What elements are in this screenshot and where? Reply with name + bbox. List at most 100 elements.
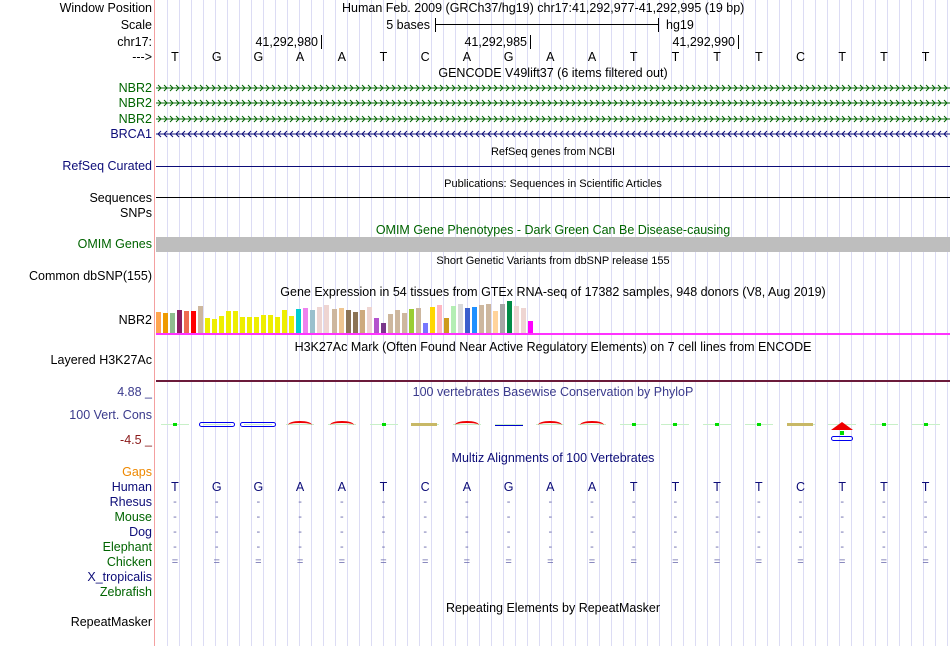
gtex-tissue-bar[interactable]: [233, 310, 239, 333]
gtex-tissue-bar[interactable]: [240, 316, 246, 333]
gtex-tissue-bar[interactable]: [226, 310, 232, 333]
gene-label-brca1[interactable]: BRCA1: [110, 126, 152, 141]
gtex-tissue-bar[interactable]: [352, 311, 358, 333]
alignment-gap: -: [798, 541, 803, 553]
gtex-tissue-bar[interactable]: [443, 317, 449, 333]
gtex-bar-chart[interactable]: [156, 300, 536, 333]
gtex-tissue-bar[interactable]: [394, 309, 400, 333]
repeatmasker-label[interactable]: RepeatMasker: [70, 615, 152, 629]
gtex-tissue-bar[interactable]: [163, 312, 169, 333]
gtex-tissue-bar[interactable]: [324, 305, 330, 333]
gtex-tissue-bar[interactable]: [275, 316, 281, 333]
species-label-elephant[interactable]: Elephant: [102, 540, 152, 554]
gtex-tissue-bar[interactable]: [471, 307, 477, 333]
gtex-tissue-bar[interactable]: [359, 309, 365, 333]
gtex-tissue-bar[interactable]: [528, 320, 534, 333]
omim-track-bar[interactable]: [156, 237, 950, 252]
gtex-tissue-bar[interactable]: [380, 323, 386, 333]
gtex-tissue-bar[interactable]: [485, 304, 491, 333]
species-label-zebrafish[interactable]: Zebrafish: [99, 585, 152, 599]
publications-track-line[interactable]: [156, 197, 950, 198]
gtex-tissue-bar[interactable]: [184, 310, 190, 333]
strand-label: --->: [132, 50, 152, 64]
snps-label[interactable]: SNPs: [120, 206, 152, 220]
publications-label[interactable]: Sequences: [89, 191, 152, 205]
refseq-label[interactable]: RefSeq Curated: [62, 159, 152, 173]
gtex-tissue-bar[interactable]: [415, 308, 421, 333]
gtex-tissue-bar[interactable]: [387, 313, 393, 333]
gtex-tissue-bar[interactable]: [177, 309, 183, 333]
gene-feature-nbr2[interactable]: [156, 83, 950, 93]
dbsnp-label[interactable]: Common dbSNP(155): [29, 269, 152, 283]
gtex-tissue-bar[interactable]: [310, 309, 316, 333]
gtex-tissue-bar[interactable]: [170, 312, 176, 333]
gene-feature-nbr2[interactable]: [156, 114, 950, 124]
gene-feature-nbr2[interactable]: [156, 98, 950, 108]
gtex-tissue-bar[interactable]: [499, 304, 505, 333]
gtex-tissue-bar[interactable]: [303, 308, 309, 333]
gtex-tissue-bar[interactable]: [205, 317, 211, 333]
gtex-tissue-bar[interactable]: [212, 318, 218, 333]
gtex-tissue-bar[interactable]: [436, 305, 442, 333]
ruler-tick: 41,292,980: [255, 35, 322, 49]
gtex-tissue-bar[interactable]: [317, 307, 323, 333]
species-label-chicken[interactable]: Chicken: [106, 555, 152, 569]
species-label-dog[interactable]: Dog: [129, 525, 152, 539]
gtex-tissue-bar[interactable]: [331, 309, 337, 333]
omim-label[interactable]: OMIM Genes: [77, 237, 152, 251]
gtex-tissue-bar[interactable]: [521, 308, 527, 333]
gtex-tissue-bar[interactable]: [401, 312, 407, 333]
gene-label-nbr2[interactable]: NBR2: [118, 111, 152, 126]
alignment-gap: -: [339, 526, 344, 538]
alignment-base: A: [462, 480, 472, 494]
gtex-tissue-bar[interactable]: [478, 305, 484, 333]
gtex-tissue-bar[interactable]: [338, 308, 344, 333]
gtex-tissue-bar[interactable]: [296, 309, 302, 333]
alignment-gap: -: [506, 526, 511, 538]
gtex-tissue-bar[interactable]: [429, 307, 435, 333]
phylop-dot: [840, 431, 845, 435]
gene-feature-brca1[interactable]: [156, 129, 950, 139]
gtex-tissue-bar[interactable]: [457, 304, 463, 333]
alignment-gap: -: [756, 541, 761, 553]
alignment-gap: -: [923, 526, 928, 538]
gtex-tissue-bar[interactable]: [219, 315, 225, 333]
alignment-gap: -: [715, 541, 719, 553]
gene-label-nbr2[interactable]: NBR2: [118, 96, 152, 111]
gtex-tissue-bar[interactable]: [268, 314, 274, 333]
gtex-tissue-bar[interactable]: [422, 323, 428, 333]
phylop-label[interactable]: 100 Vert. Cons: [69, 408, 152, 422]
gtex-tissue-bar[interactable]: [507, 301, 512, 333]
gtex-tissue-bar[interactable]: [198, 306, 204, 333]
phylop-dot: [631, 423, 636, 426]
alignment-gap: =: [672, 556, 679, 568]
gtex-tissue-bar[interactable]: [366, 307, 372, 333]
gtex-tissue-bar[interactable]: [289, 315, 295, 333]
gtex-tissue-bar[interactable]: [254, 316, 260, 333]
gtex-tissue-bar[interactable]: [464, 308, 470, 333]
h3k27ac-label[interactable]: Layered H3K27Ac: [50, 353, 152, 367]
gtex-tissue-bar[interactable]: [492, 310, 498, 333]
gtex-tissue-bar[interactable]: [282, 309, 288, 333]
gtex-tissue-bar[interactable]: [156, 311, 161, 333]
alignment-gap: -: [882, 496, 886, 508]
gtex-tissue-bar[interactable]: [247, 316, 253, 333]
gtex-tissue-bar[interactable]: [450, 306, 456, 333]
phylop-baseline-segment: [494, 424, 523, 425]
alignment-gap: -: [715, 496, 719, 508]
gtex-tissue-bar[interactable]: [408, 309, 414, 333]
species-label-rhesus[interactable]: Rhesus: [109, 495, 152, 509]
gtex-tissue-bar[interactable]: [191, 310, 197, 333]
species-label-human[interactable]: Human: [111, 480, 152, 494]
gtex-tissue-bar[interactable]: [373, 317, 379, 333]
species-label-x_tropicalis[interactable]: X_tropicalis: [87, 570, 152, 584]
gtex-label[interactable]: NBR2: [118, 313, 152, 327]
refseq-track-line[interactable]: [156, 166, 950, 167]
phylop-dot: [881, 423, 886, 426]
gtex-tissue-bar[interactable]: [261, 314, 267, 333]
gtex-tissue-bar[interactable]: [514, 306, 520, 333]
species-label-mouse[interactable]: Mouse: [114, 510, 152, 524]
gene-label-nbr2[interactable]: NBR2: [118, 81, 152, 95]
gtex-tissue-bar[interactable]: [345, 309, 351, 333]
